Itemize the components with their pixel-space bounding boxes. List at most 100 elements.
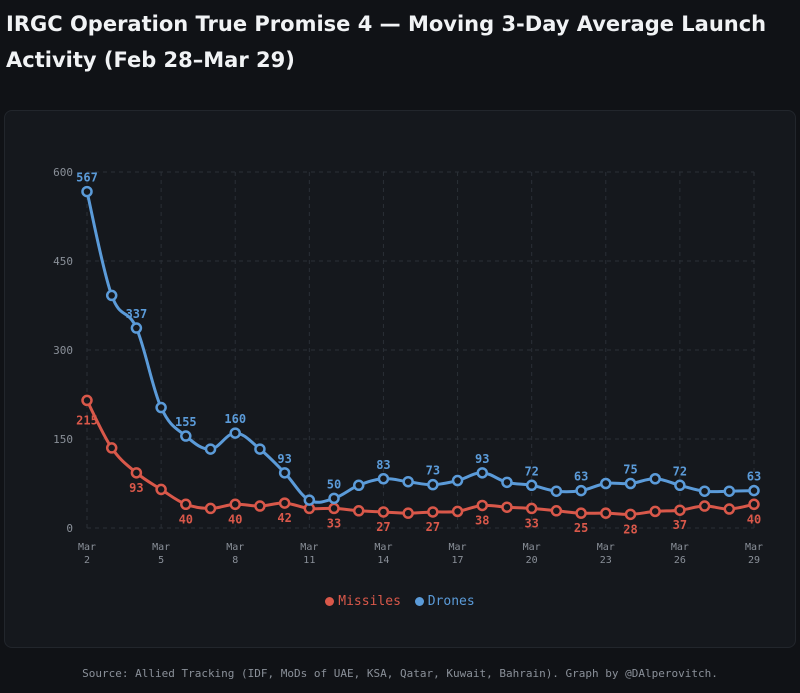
missiles-data-label: 215 <box>76 413 98 427</box>
drones-data-point <box>723 485 736 497</box>
drones-data-point <box>748 484 760 497</box>
chart-title: IRGC Operation True Promise 4 — Moving 3… <box>6 12 767 72</box>
drones-data-label: 72 <box>524 464 538 478</box>
missiles-data-point <box>352 505 365 517</box>
missiles-data-point <box>575 507 587 519</box>
missiles-data-point <box>402 507 414 519</box>
missiles-series-line <box>85 398 756 516</box>
drones-data-point <box>204 443 217 455</box>
x-tick-label: Mar <box>745 542 763 553</box>
missiles-data-point <box>278 497 291 509</box>
x-tick-label: 26 <box>674 555 686 566</box>
drones-data-label: 73 <box>426 464 440 478</box>
drones-data-point <box>476 467 489 479</box>
drones-data-point <box>525 479 538 492</box>
missiles-data-point <box>427 506 439 518</box>
drones-data-point <box>254 443 266 455</box>
missiles-data-point <box>180 498 192 511</box>
missiles-data-point <box>377 506 390 518</box>
drones-data-label: 160 <box>224 412 246 426</box>
x-tick-label: Mar <box>374 542 392 553</box>
missiles-data-label: 40 <box>179 512 193 526</box>
x-tick-label: 23 <box>600 555 612 566</box>
drones-data-point <box>427 478 439 491</box>
missiles-data-point <box>476 499 489 512</box>
x-tick-label: Mar <box>449 542 467 553</box>
drones-data-point <box>105 289 118 302</box>
missiles-legend-dot <box>325 597 335 606</box>
missiles-data-point <box>130 467 143 479</box>
drones-data-label: 93 <box>277 452 291 466</box>
y-tick-label: 300 <box>53 344 73 357</box>
chart-legend: Missiles Drones <box>0 594 800 610</box>
x-tick-label: 14 <box>377 555 389 566</box>
missiles-data-point <box>698 500 711 512</box>
x-tick-label: Mar <box>226 542 244 553</box>
drones-data-point <box>624 477 637 490</box>
chart-panel <box>4 110 796 648</box>
x-tick-label: 5 <box>158 555 164 566</box>
drones-data-point <box>698 485 711 497</box>
x-tick-label: Mar <box>671 542 689 553</box>
drones-data-point <box>377 473 390 485</box>
missiles-data-point <box>600 507 612 519</box>
legend-item-missiles[interactable]: Missiles <box>325 594 401 609</box>
drones-data-point <box>130 322 143 334</box>
missiles-data-label: 93 <box>129 481 143 495</box>
drones-data-point <box>649 473 661 485</box>
missiles-data-point <box>204 502 217 515</box>
drones-data-point <box>600 477 612 490</box>
missiles-data-label: 25 <box>574 521 588 535</box>
x-tick-label: Mar <box>78 542 96 553</box>
drones-data-point <box>278 467 291 479</box>
drones-data-point <box>229 427 241 439</box>
missiles-data-point <box>525 502 538 515</box>
drones-data-label: 50 <box>327 477 341 491</box>
x-tick-label: 11 <box>303 555 315 566</box>
missiles-data-label: 27 <box>376 520 390 534</box>
x-tick-label: Mar <box>523 542 541 553</box>
drones-legend-label: Drones <box>427 594 475 609</box>
drones-data-point <box>180 430 192 442</box>
missiles-data-label: 33 <box>327 516 341 530</box>
missiles-data-label: 40 <box>228 512 242 526</box>
missiles-legend-label: Missiles <box>338 594 401 609</box>
missiles-data-point <box>155 483 167 496</box>
drones-data-label: 567 <box>76 171 98 185</box>
missiles-data-point <box>624 508 637 521</box>
missiles-data-point <box>229 498 241 511</box>
drones-data-label: 337 <box>126 307 148 321</box>
drones-data-label: 93 <box>475 452 489 466</box>
missiles-data-point <box>550 505 563 517</box>
drones-data-label: 63 <box>574 470 588 484</box>
x-tick-label: 2 <box>84 555 90 566</box>
drones-data-point <box>303 494 316 506</box>
drones-data-point <box>575 484 587 497</box>
drones-data-point <box>352 479 365 492</box>
y-tick-label: 0 <box>66 522 73 535</box>
x-tick-label: 29 <box>748 555 760 566</box>
x-tick-label: Mar <box>300 542 318 553</box>
drones-data-point <box>501 476 513 489</box>
drones-legend-dot <box>414 597 424 606</box>
y-tick-label: 600 <box>53 166 73 179</box>
drones-data-label: 72 <box>673 464 687 478</box>
drones-data-point <box>674 479 686 492</box>
drones-data-point <box>81 185 93 198</box>
missiles-data-point <box>748 498 760 511</box>
x-tick-label: Mar <box>152 542 170 553</box>
missiles-data-point <box>254 500 266 512</box>
missiles-data-label: 27 <box>426 520 440 534</box>
drones-series-line <box>85 190 756 504</box>
missiles-data-label: 40 <box>747 512 761 526</box>
drones-data-point <box>451 474 464 487</box>
drones-data-point <box>155 401 167 414</box>
missiles-data-point <box>105 442 118 454</box>
legend-item-drones[interactable]: Drones <box>414 594 475 609</box>
missiles-data-label: 33 <box>524 516 538 530</box>
missiles-data-label: 37 <box>673 518 687 532</box>
y-tick-label: 450 <box>53 255 73 268</box>
missiles-data-label: 42 <box>277 511 291 525</box>
missiles-data-label: 28 <box>623 522 637 536</box>
